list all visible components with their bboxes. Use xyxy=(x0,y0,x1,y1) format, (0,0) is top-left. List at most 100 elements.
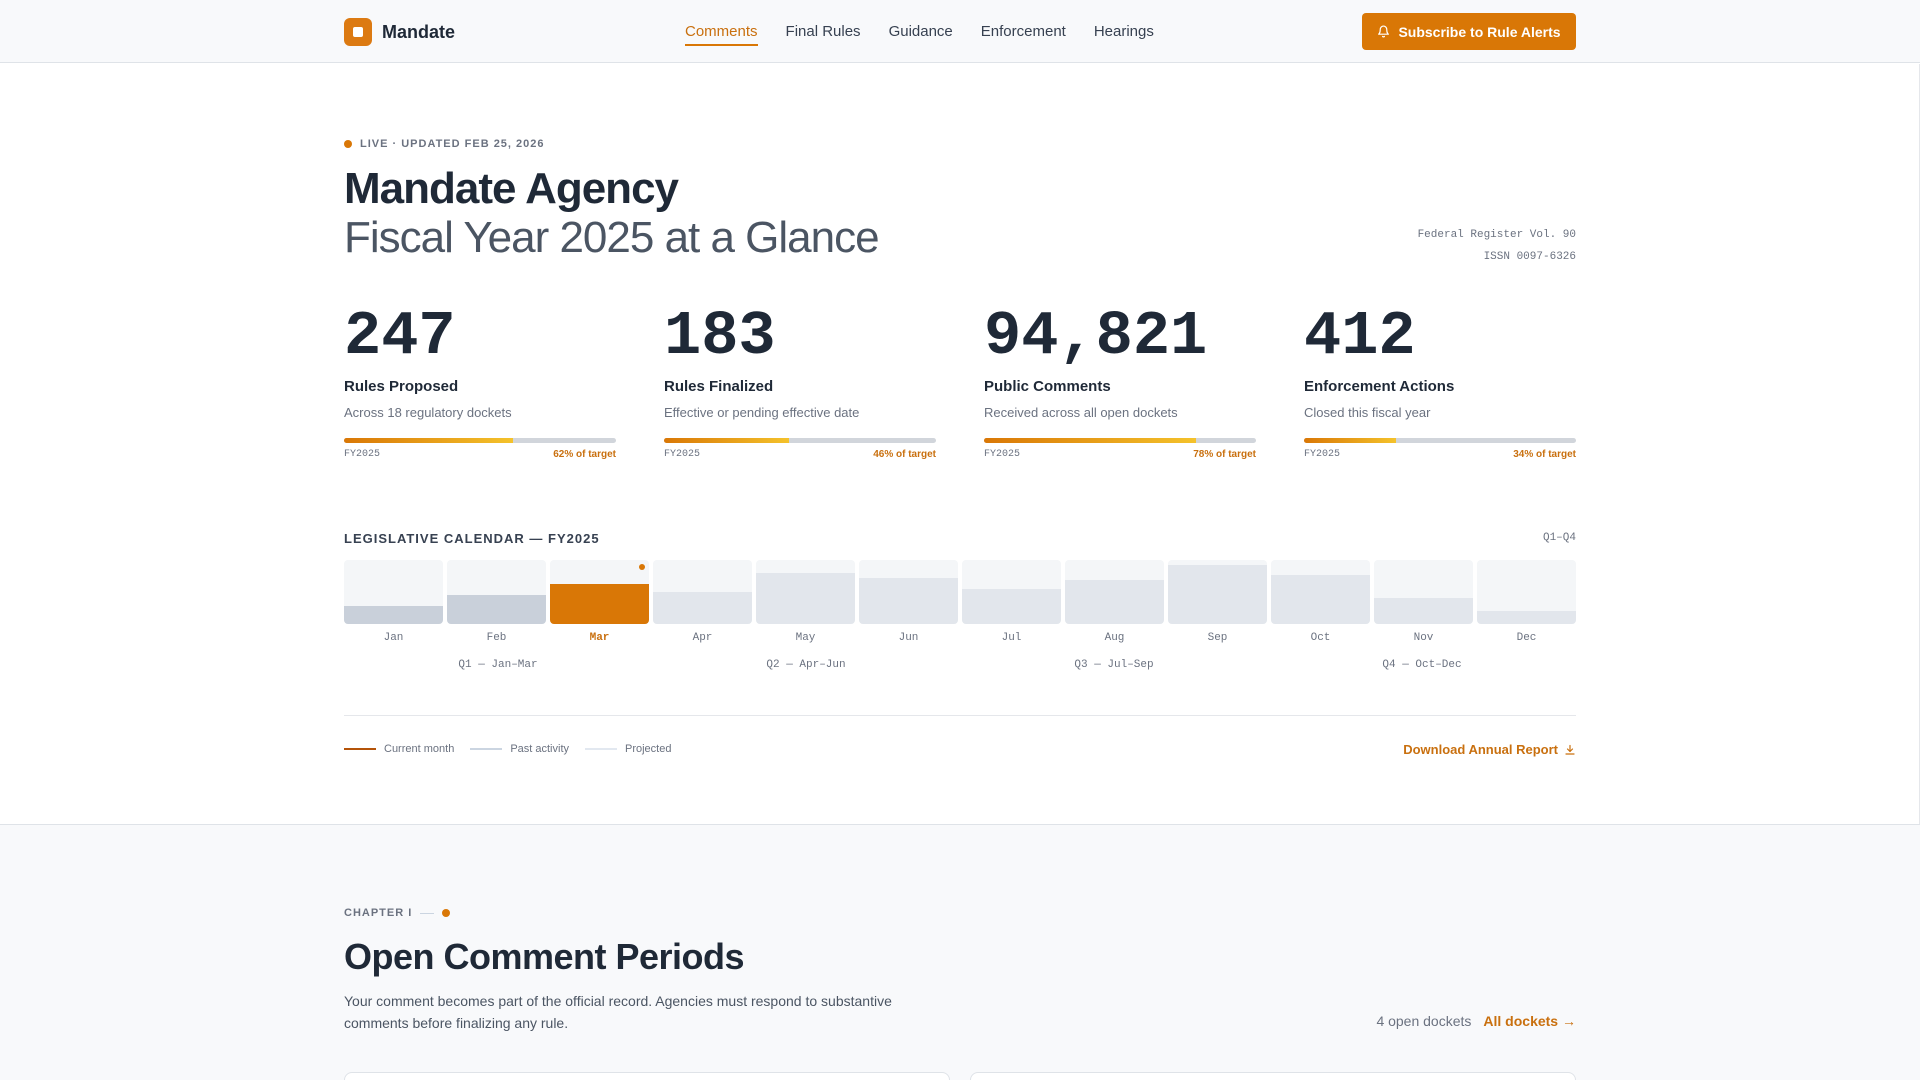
nav-item-hearings[interactable]: Hearings xyxy=(1093,23,1154,40)
main-nav: Comments Final Rules Guidance Enforcemen… xyxy=(685,0,1182,63)
month-activity-level xyxy=(447,595,546,624)
month-activity-level xyxy=(1374,598,1473,624)
nav-item-enforcement[interactable]: Enforcement xyxy=(980,23,1066,40)
month-activity-box xyxy=(550,560,649,624)
month-label: Apr xyxy=(692,632,713,644)
calendar-month-nov[interactable]: Nov xyxy=(1374,560,1473,644)
docket-card[interactable] xyxy=(970,1072,1576,1080)
calendar-month-dec[interactable]: Dec xyxy=(1477,560,1576,644)
legend-swatch xyxy=(344,748,376,750)
legend-item-past: Past activity xyxy=(470,743,569,755)
stat-description: Closed this fiscal year xyxy=(1304,405,1431,420)
calendar-month-sep[interactable]: Sep xyxy=(1168,560,1267,644)
month-activity-level xyxy=(1477,611,1576,624)
month-activity-box xyxy=(1374,560,1473,624)
quarter-label: Q1 — Jan–Mar xyxy=(458,659,538,671)
download-report-link[interactable]: Download Annual Report xyxy=(1403,742,1576,757)
brand-name: Mandate xyxy=(382,21,456,42)
month-label: Mar xyxy=(589,632,610,644)
nav-item-guidance[interactable]: Guidance xyxy=(888,23,953,40)
quarter-label: Q3 — Jul–Sep xyxy=(1074,659,1154,671)
bell-icon xyxy=(1378,25,1390,38)
subscribe-button-label: Subscribe to Rule Alerts xyxy=(1398,23,1561,40)
calendar-month-may[interactable]: May xyxy=(756,560,855,644)
download-report-label: Download Annual Report xyxy=(1403,742,1558,757)
stat-percent: 62% of target xyxy=(553,449,616,460)
section-divider xyxy=(344,715,1576,716)
legend-item-projected: Projected xyxy=(585,743,671,755)
month-activity-level xyxy=(1271,575,1370,624)
calendar-heading: LEGISLATIVE CALENDAR — FY2025 xyxy=(344,531,600,546)
chapter-eyebrow: CHAPTER I xyxy=(344,907,451,919)
calendar-month-oct[interactable]: Oct xyxy=(1271,560,1370,644)
stat-value: 247 xyxy=(344,301,456,372)
calendar-month-mar[interactable]: Mar xyxy=(550,560,649,644)
nav-item-comments[interactable]: Comments xyxy=(685,23,758,46)
brand[interactable]: Mandate xyxy=(344,18,455,46)
calendar-month-aug[interactable]: Aug xyxy=(1065,560,1164,644)
month-label: Sep xyxy=(1207,632,1228,644)
stat-description: Across 18 regulatory dockets xyxy=(344,405,512,420)
calendar-month-jun[interactable]: Jun xyxy=(859,560,958,644)
subscribe-button[interactable]: Subscribe to Rule Alerts xyxy=(1362,13,1576,50)
month-label: Jan xyxy=(383,632,404,644)
register-meta: Federal Register Vol. 90 ISSN 0097-6326 xyxy=(1418,224,1576,268)
stat-description: Received across all open dockets xyxy=(984,405,1178,420)
quarter-label: Q4 — Oct–Dec xyxy=(1382,659,1462,671)
live-dot-icon xyxy=(344,140,352,148)
stat-label: Rules Proposed xyxy=(344,378,459,395)
stat-progress-bar xyxy=(984,438,1256,443)
hero-section xyxy=(0,64,1920,824)
calendar-legend: Current month Past activity Projected xyxy=(344,743,687,755)
month-activity-box xyxy=(1065,560,1164,624)
stat-label: Rules Finalized xyxy=(664,378,774,395)
month-activity-box xyxy=(344,560,443,624)
month-label: Dec xyxy=(1516,632,1537,644)
month-label: Jun xyxy=(898,632,919,644)
stat-percent: 46% of target xyxy=(873,449,936,460)
calendar-month-apr[interactable]: Apr xyxy=(653,560,752,644)
stat-percent: 78% of target xyxy=(1193,449,1256,460)
chapter-label: CHAPTER I xyxy=(344,907,413,919)
month-activity-box xyxy=(859,560,958,624)
stat-value: 183 xyxy=(664,301,776,372)
month-activity-box xyxy=(756,560,855,624)
nav-item-final-rules[interactable]: Final Rules xyxy=(785,23,861,40)
month-activity-box xyxy=(653,560,752,624)
legend-swatch xyxy=(585,748,617,750)
month-label: Feb xyxy=(486,632,507,644)
section-description: Your comment becomes part of the officia… xyxy=(344,993,892,1031)
month-activity-level xyxy=(344,606,443,624)
month-label: Oct xyxy=(1310,632,1331,644)
month-label: May xyxy=(795,632,816,644)
section-title: Open Comment Periods xyxy=(344,936,745,977)
stat-fy: FY2025 xyxy=(344,449,381,460)
month-activity-level xyxy=(962,588,1061,624)
calendar-month-feb[interactable]: Feb xyxy=(447,560,546,644)
live-status: LIVE · UPDATED FEB 25, 2026 xyxy=(344,138,545,150)
stat-label: Enforcement Actions xyxy=(1304,378,1455,395)
month-activity-level xyxy=(653,592,752,624)
comment-periods-section xyxy=(0,824,1920,1080)
month-label: Jul xyxy=(1001,632,1022,644)
calendar-month-jan[interactable]: Jan xyxy=(344,560,443,644)
stat-value: 94,821 xyxy=(984,301,1208,372)
month-activity-level xyxy=(1168,565,1267,624)
live-label: LIVE · UPDATED FEB 25, 2026 xyxy=(360,138,545,150)
month-activity-level xyxy=(1065,580,1164,624)
month-label: Aug xyxy=(1104,632,1125,644)
docket-card[interactable] xyxy=(344,1072,950,1080)
stat-rules-proposed: 247 Rules Proposed Across 18 regulatory … xyxy=(344,300,616,460)
calendar-range: Q1–Q4 xyxy=(1542,532,1576,544)
calendar-month-jul[interactable]: Jul xyxy=(962,560,1061,644)
dockets-summary: 4 open dockets All dockets → xyxy=(1376,1013,1576,1029)
stat-fy: FY2025 xyxy=(664,449,701,460)
stat-enforcement-actions: 412 Enforcement Actions Closed this fisc… xyxy=(1304,300,1576,460)
stat-label: Public Comments xyxy=(984,378,1111,395)
stat-progress-bar xyxy=(344,438,616,443)
month-activity-box xyxy=(1168,560,1267,624)
stat-value: 412 xyxy=(1304,301,1416,372)
stat-progress-fill xyxy=(984,438,1197,443)
all-dockets-link[interactable]: All dockets → xyxy=(1483,1013,1576,1029)
stat-progress-bar xyxy=(1304,438,1576,443)
